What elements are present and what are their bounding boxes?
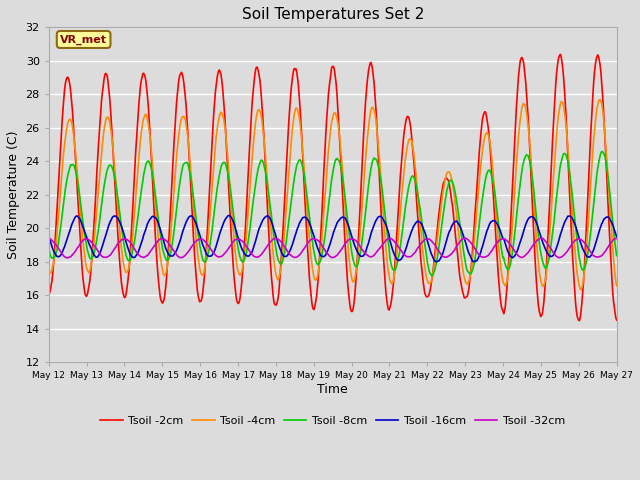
Legend: Tsoil -2cm, Tsoil -4cm, Tsoil -8cm, Tsoil -16cm, Tsoil -32cm: Tsoil -2cm, Tsoil -4cm, Tsoil -8cm, Tsoi… (96, 411, 570, 430)
Tsoil -16cm (45, 233, 52, 239)
Tsoil -4cm (419, 244, 426, 250)
Tsoil -16cm (202, 248, 209, 254)
Tsoil -4cm (402, 154, 410, 159)
Tsoil -16cm (55, 253, 63, 259)
X-axis label: Time: Time (317, 383, 348, 396)
Tsoil -32cm (63, 255, 71, 261)
Tsoil -2cm (575, 318, 583, 324)
Tsoil -8cm (612, 253, 620, 259)
Title: Soil Temperatures Set 2: Soil Temperatures Set 2 (241, 7, 424, 22)
Tsoil -16cm (114, 215, 122, 220)
Line: Tsoil -2cm: Tsoil -2cm (49, 54, 616, 321)
Tsoil -4cm (612, 283, 620, 289)
Tsoil -2cm (202, 263, 209, 269)
Tsoil -2cm (55, 169, 63, 175)
Tsoil -32cm (419, 239, 427, 244)
Tsoil -8cm (114, 192, 122, 198)
Tsoil -4cm (55, 207, 63, 213)
Tsoil -32cm (202, 240, 210, 245)
Tsoil -8cm (55, 236, 63, 241)
Tsoil -8cm (45, 245, 52, 251)
Tsoil -16cm (419, 225, 427, 230)
Tsoil -16cm (172, 250, 179, 256)
Tsoil -4cm (45, 267, 52, 273)
Tsoil -2cm (114, 227, 122, 232)
Line: Tsoil -16cm: Tsoil -16cm (49, 216, 616, 262)
Tsoil -16cm (225, 213, 233, 218)
Tsoil -2cm (402, 119, 410, 124)
Tsoil -16cm (403, 244, 410, 250)
Line: Tsoil -8cm: Tsoil -8cm (49, 152, 616, 276)
Tsoil -4cm (114, 200, 122, 205)
Tsoil -8cm (419, 223, 426, 228)
Tsoil -32cm (172, 251, 180, 257)
Tsoil -32cm (115, 240, 122, 246)
Tsoil -8cm (429, 273, 436, 278)
Tsoil -2cm (557, 51, 564, 57)
Tsoil -32cm (538, 235, 545, 241)
Tsoil -8cm (598, 149, 606, 155)
Tsoil -8cm (202, 259, 209, 265)
Tsoil -2cm (45, 290, 52, 296)
Tsoil -2cm (172, 122, 179, 128)
Tsoil -16cm (432, 259, 440, 264)
Y-axis label: Soil Temperature (C): Soil Temperature (C) (7, 131, 20, 259)
Tsoil -32cm (55, 247, 63, 252)
Tsoil -8cm (172, 218, 179, 224)
Tsoil -4cm (172, 172, 179, 178)
Tsoil -2cm (612, 317, 620, 323)
Line: Tsoil -32cm: Tsoil -32cm (49, 238, 616, 258)
Tsoil -4cm (596, 97, 604, 103)
Tsoil -4cm (202, 262, 209, 268)
Tsoil -32cm (45, 236, 52, 241)
Tsoil -8cm (402, 202, 410, 207)
Line: Tsoil -4cm: Tsoil -4cm (49, 100, 616, 290)
Text: VR_met: VR_met (60, 35, 107, 45)
Tsoil -16cm (612, 234, 620, 240)
Tsoil -4cm (577, 287, 585, 293)
Tsoil -2cm (419, 271, 426, 277)
Tsoil -32cm (403, 253, 410, 259)
Tsoil -32cm (612, 236, 620, 241)
